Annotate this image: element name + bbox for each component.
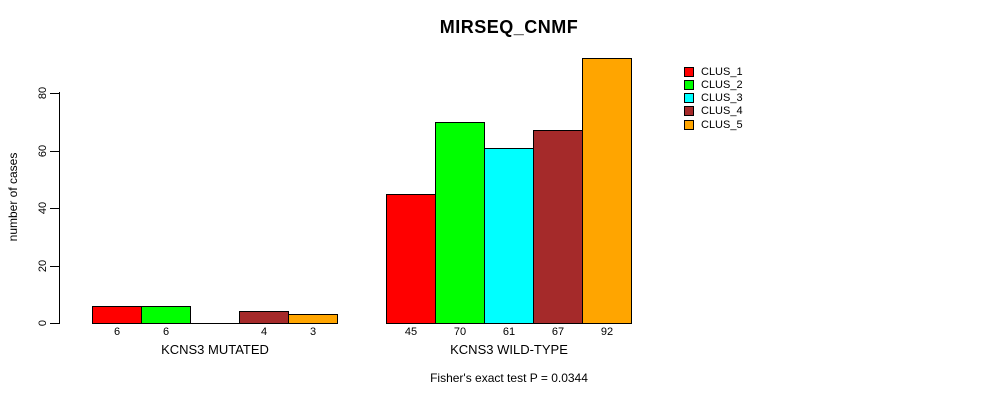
chart-title: MIRSEQ_CNMF [439,17,579,37]
bar-value-label: 45 [404,326,418,338]
bar-value-label: 4 [260,326,268,338]
legend-label: CLUS_1 [701,65,743,78]
legend-label: CLUS_2 [701,78,743,91]
bar-clus_5 [288,314,338,324]
y-axis-line [59,92,60,324]
bar-value-label: 61 [502,326,516,338]
legend-label: CLUS_4 [701,105,743,118]
y-tick [50,208,59,209]
legend-label: CLUS_5 [701,118,743,131]
legend-swatch-clus_3 [684,93,694,104]
fisher-test-annotation: Fisher's exact test P = 0.0344 [430,371,588,385]
bar-clus_3 [484,148,534,324]
y-tick [50,323,59,324]
bar-value-label: 6 [162,326,170,338]
legend-swatch-clus_1 [684,66,694,77]
bar-value-label: 6 [113,326,121,338]
bar-clus_2 [141,306,191,324]
group-baseline [92,323,338,324]
legend-swatch-clus_5 [684,119,694,130]
bar-clus_2 [435,122,485,324]
bar-clus_1 [386,194,436,324]
bar-value-label: 92 [600,326,614,338]
legend-label: CLUS_3 [701,92,743,105]
group-label-kcns3-wild-type: KCNS3 WILD-TYPE [450,342,568,357]
legend-swatch-clus_2 [684,79,694,90]
legend-swatch-clus_4 [684,106,694,117]
bar-clus_5 [582,58,632,324]
y-tick [50,151,59,152]
group-label-kcns3-mutated: KCNS3 MUTATED [161,342,269,357]
bar-value-label: 67 [551,326,565,338]
y-tick [50,93,59,94]
y-tick [50,266,59,267]
bar-value-label: 70 [453,326,467,338]
bar-value-label: 3 [309,326,317,338]
